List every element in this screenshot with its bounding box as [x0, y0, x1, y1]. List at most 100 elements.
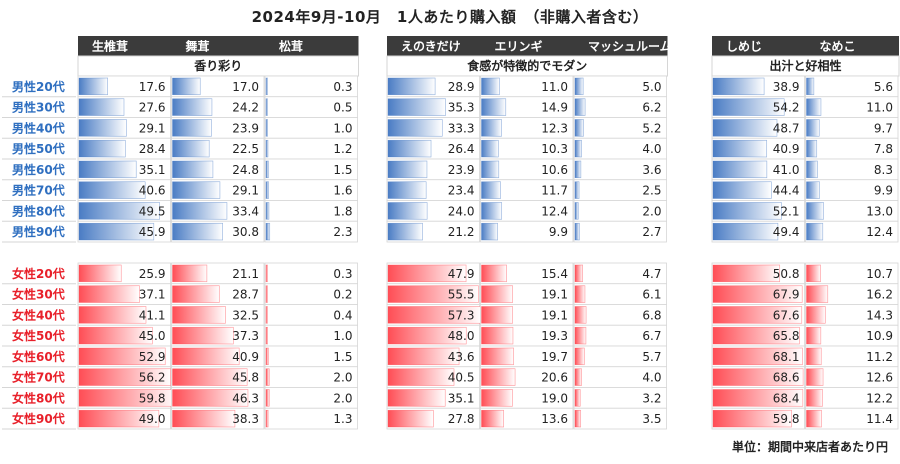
bar	[387, 347, 460, 366]
data-label: 8.3	[874, 163, 893, 177]
data-label: 3.5	[642, 412, 661, 426]
bar	[78, 119, 127, 137]
data-label: 11.7	[541, 184, 568, 198]
bar	[481, 326, 514, 345]
bar	[78, 347, 166, 366]
data-label: 67.6	[773, 308, 800, 322]
data-label: 47.9	[448, 267, 475, 281]
data-label: 0.2	[333, 288, 352, 302]
series-header: えのきだけ	[401, 40, 461, 54]
bar	[172, 285, 220, 303]
data-label: 29.1	[232, 184, 259, 198]
bar	[574, 347, 585, 366]
data-label: 49.0	[139, 412, 166, 426]
data-label: 35.3	[448, 101, 475, 115]
data-label: 12.6	[866, 371, 893, 385]
bar	[806, 77, 815, 96]
group-label: 食感が特徴的でモダン	[466, 58, 587, 73]
data-label: 59.8	[773, 412, 800, 426]
data-label: 65.8	[773, 329, 800, 343]
bar	[712, 98, 785, 116]
data-label: 0.5	[333, 101, 352, 115]
data-label: 11.2	[866, 350, 893, 364]
bar	[265, 326, 268, 345]
data-label: 9.9	[549, 225, 568, 239]
data-label: 41.1	[139, 308, 166, 322]
bar	[481, 77, 500, 96]
bar	[172, 139, 210, 158]
data-label: 40.6	[139, 184, 166, 198]
data-label: 1.8	[333, 204, 352, 218]
bar	[265, 264, 268, 283]
bar	[78, 409, 160, 428]
data-label: 24.8	[232, 163, 259, 177]
bar	[387, 98, 446, 116]
bar	[78, 264, 122, 283]
data-label: 12.3	[541, 121, 568, 135]
bar	[265, 368, 270, 386]
bar	[78, 202, 160, 220]
row-label: 女性80代	[12, 390, 65, 405]
bar	[574, 368, 582, 386]
bar	[172, 119, 212, 137]
bar	[806, 202, 824, 220]
bar	[806, 222, 824, 241]
data-label: 0.3	[333, 267, 352, 281]
data-label: 22.5	[232, 142, 259, 156]
bar	[265, 202, 270, 220]
data-label: 48.0	[448, 329, 475, 343]
bar	[265, 181, 269, 199]
bar	[574, 202, 579, 220]
bar	[172, 368, 248, 386]
series-header: 生椎茸	[92, 39, 128, 54]
row-label: 女性70代	[12, 370, 65, 385]
data-label: 1.6	[333, 184, 352, 198]
bar	[265, 306, 268, 324]
row-label: 男性80代	[12, 203, 65, 218]
bar	[172, 181, 221, 199]
table-cell	[573, 407, 667, 430]
bar	[481, 368, 516, 386]
data-label: 52.9	[139, 350, 166, 364]
row-label: 女性40代	[12, 307, 65, 322]
bar	[712, 202, 782, 220]
bar	[387, 368, 455, 386]
data-label: 11.4	[866, 412, 893, 426]
bar	[387, 119, 443, 137]
bar	[387, 77, 436, 96]
bar	[387, 160, 428, 179]
data-label: 14.3	[866, 308, 893, 322]
data-label: 33.3	[448, 121, 475, 135]
data-label: 68.4	[773, 391, 800, 405]
data-label: 0.3	[333, 80, 352, 94]
data-label: 30.8	[232, 225, 259, 239]
data-label: 17.0	[232, 80, 259, 94]
bar	[574, 389, 581, 407]
data-label: 33.4	[232, 204, 259, 218]
table-cell	[480, 220, 574, 243]
data-label: 5.2	[642, 121, 661, 135]
series-header: なめこ	[820, 40, 856, 54]
data-label: 15.4	[541, 267, 568, 281]
data-label: 2.0	[333, 371, 352, 385]
bar	[78, 77, 108, 96]
data-label: 13.6	[541, 412, 568, 426]
data-label: 37.1	[139, 288, 166, 302]
bar	[806, 264, 821, 283]
bar	[806, 409, 822, 428]
data-label: 24.2	[232, 101, 259, 115]
bar	[481, 160, 500, 179]
bar	[172, 306, 226, 324]
series-header: エリンギ	[495, 39, 543, 54]
data-label: 40.9	[232, 350, 259, 364]
bar	[172, 264, 208, 283]
bar	[481, 139, 499, 158]
row-label: 男性40代	[12, 120, 65, 135]
data-label: 19.0	[541, 391, 568, 405]
bar	[806, 181, 820, 199]
bar	[712, 222, 779, 241]
table-cell	[264, 220, 358, 243]
data-label: 9.9	[874, 184, 893, 198]
bar	[806, 139, 818, 158]
bar	[387, 326, 467, 345]
